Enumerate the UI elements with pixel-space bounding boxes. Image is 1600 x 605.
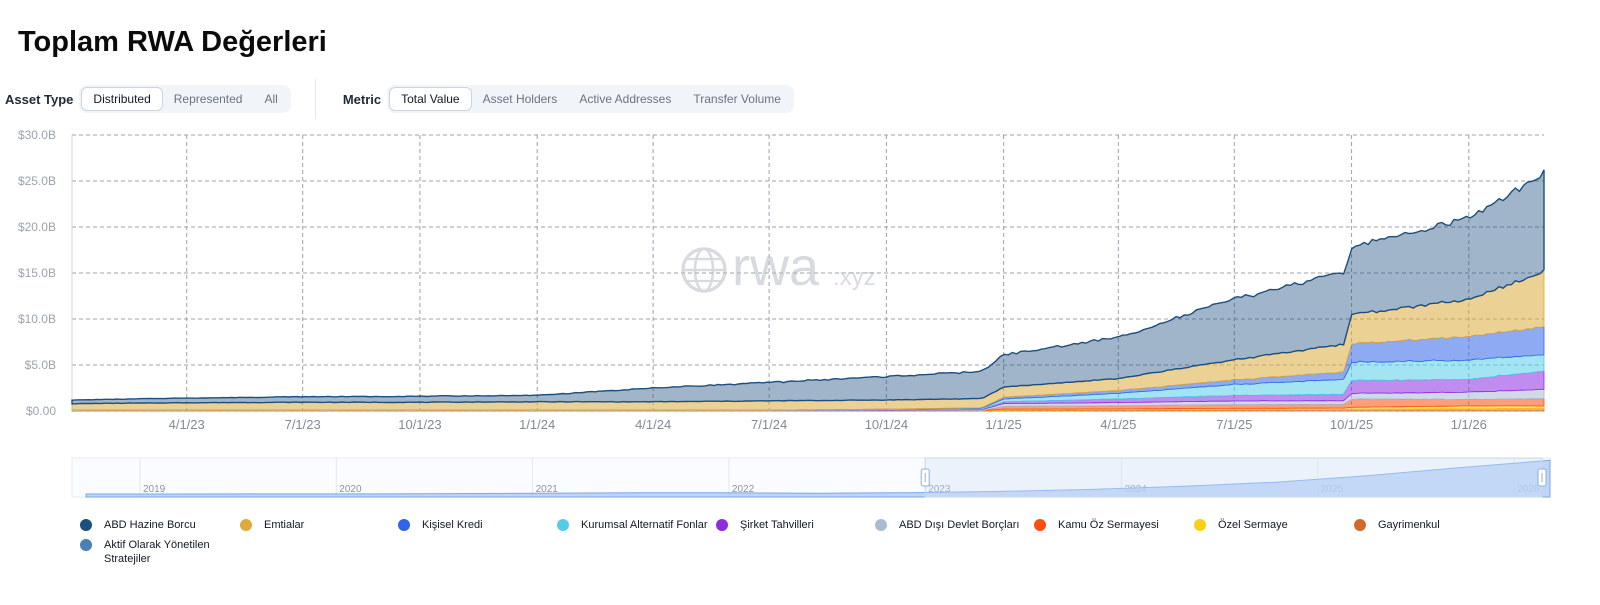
page-title: Toplam RWA Değerleri <box>18 26 327 58</box>
legend-marker-icon <box>1194 519 1206 531</box>
legend-item[interactable]: Emtialar <box>240 518 304 532</box>
legend-item[interactable]: ABD Hazine Borcu <box>80 518 196 532</box>
x-tick-label: 4/1/24 <box>635 417 671 432</box>
legend-label: Kişisel Kredi <box>422 519 483 531</box>
legend-marker-icon <box>875 519 887 531</box>
legend-label: ABD Hazine Borcu <box>104 519 196 531</box>
asset-type-represented-button[interactable]: Represented <box>173 92 243 106</box>
legend-label: Emtialar <box>264 519 305 531</box>
navigator-year-label: 2021 <box>536 484 559 495</box>
navigator-series-area <box>85 459 1551 498</box>
y-tick-label: $10.0B <box>18 312 56 326</box>
navigator-year-label: 2020 <box>339 484 362 495</box>
navigator-selection[interactable] <box>924 457 1543 498</box>
legend-label: ABD Dışı Devlet Borçları <box>899 519 1020 531</box>
chart-controls: Asset Type Distributed Represented All M… <box>0 79 794 119</box>
x-tick-label: 1/1/24 <box>519 417 555 432</box>
legend-item[interactable]: ABD Dışı Devlet Borçları <box>875 518 1019 532</box>
x-tick-label: 10/1/25 <box>1330 417 1373 432</box>
x-axis: 4/1/23 7/1/23 10/1/23 1/1/24 4/1/24 7/1/24 10/… <box>169 417 1487 432</box>
metric-toggle: Total Value Asset Holders Active Address… <box>387 85 794 113</box>
y-tick-label: $5.0B <box>25 358 56 372</box>
y-tick-label: $30.0B <box>18 128 56 142</box>
asset-type-all-button[interactable]: All <box>264 92 278 106</box>
asset-type-distributed-button[interactable]: Distributed <box>81 87 163 111</box>
y-tick-label: $20.0B <box>18 220 56 234</box>
legend-marker-icon <box>80 519 92 531</box>
asset-type-toggle: Distributed Represented All <box>79 85 291 113</box>
controls-divider <box>314 79 316 119</box>
x-tick-label: 10/1/23 <box>398 417 441 432</box>
x-tick-label: 7/1/23 <box>285 417 321 432</box>
legend-marker-icon <box>240 519 252 531</box>
watermark-text: rwa <box>732 237 820 297</box>
legend-label: Şirket Tahvilleri <box>740 519 814 531</box>
x-tick-label: 7/1/24 <box>751 417 787 432</box>
legend-item[interactable]: Özel Sermaye <box>1194 518 1288 532</box>
chart-legend: ABD Hazine Borcu Emtialar Kişisel Kredi Kur… <box>80 516 1580 576</box>
legend-item[interactable]: Kamu Öz Sermayesi <box>1034 518 1159 532</box>
metric-asset-holders-button[interactable]: Asset Holders <box>482 92 558 106</box>
y-tick-label: $25.0B <box>18 174 56 188</box>
chart-areas[interactable] <box>71 169 1545 412</box>
y-tick-label: $0.00 <box>26 404 56 418</box>
legend-item[interactable]: Kişisel Kredi <box>398 518 483 532</box>
metric-label: Metric <box>342 91 382 107</box>
legend-item[interactable]: Şirket Tahvilleri <box>716 518 814 532</box>
x-tick-label: 1/1/26 <box>1451 417 1487 432</box>
metric-active-addresses-button[interactable]: Active Addresses <box>579 92 672 106</box>
stacked-area-chart: rwa .xyz $0.00 $5.0B $10.0B $15.0B $20.0B $25… <box>18 128 1551 498</box>
legend-item[interactable]: Gayrimenkul <box>1354 518 1440 532</box>
x-tick-label: 10/1/24 <box>865 417 908 432</box>
legend-marker-icon <box>716 519 728 531</box>
metric-transfer-volume-button[interactable]: Transfer Volume <box>693 92 781 106</box>
legend-marker-icon <box>1034 519 1046 531</box>
y-tick-label: $15.0B <box>18 266 56 280</box>
x-tick-label: 1/1/25 <box>986 417 1022 432</box>
legend-label: Özel Sermaye <box>1218 519 1288 531</box>
metric-total-value-button[interactable]: Total Value <box>389 87 472 111</box>
legend-label: Kamu Öz Sermayesi <box>1058 519 1159 531</box>
x-tick-label: 7/1/25 <box>1216 417 1252 432</box>
legend-marker-icon <box>80 539 92 551</box>
range-navigator[interactable]: 20192020202120222023202420252026 <box>71 457 1551 498</box>
legend-label: Gayrimenkul <box>1378 519 1440 531</box>
legend-item[interactable]: Aktif Olarak Yönetilen Stratejiler <box>80 538 224 566</box>
watermark-suffix: .xyz <box>833 264 876 291</box>
navigator-year-label: 2019 <box>143 484 166 495</box>
globe-icon <box>681 247 727 293</box>
rwa-watermark: rwa .xyz <box>681 237 876 297</box>
legend-marker-icon <box>398 519 410 531</box>
navigator-year-label: 2022 <box>732 484 755 495</box>
navigator-year-label: 2023 <box>928 484 951 495</box>
x-tick-label: 4/1/25 <box>1100 417 1136 432</box>
y-axis: $0.00 $5.0B $10.0B $15.0B $20.0B $25.0B $30.0B <box>18 128 56 418</box>
legend-marker-icon <box>557 519 569 531</box>
legend-label: Aktif Olarak Yönetilen Stratejiler <box>104 539 210 565</box>
asset-type-label: Asset Type <box>5 91 74 107</box>
legend-label: Kurumsal Alternatif Fonlar <box>581 519 708 531</box>
area-series-abd-hazine-borcu[interactable] <box>71 169 1545 405</box>
legend-item[interactable]: Kurumsal Alternatif Fonlar <box>557 518 708 532</box>
legend-marker-icon <box>1354 519 1366 531</box>
x-tick-label: 4/1/23 <box>169 417 205 432</box>
chart-grid <box>71 134 1544 412</box>
